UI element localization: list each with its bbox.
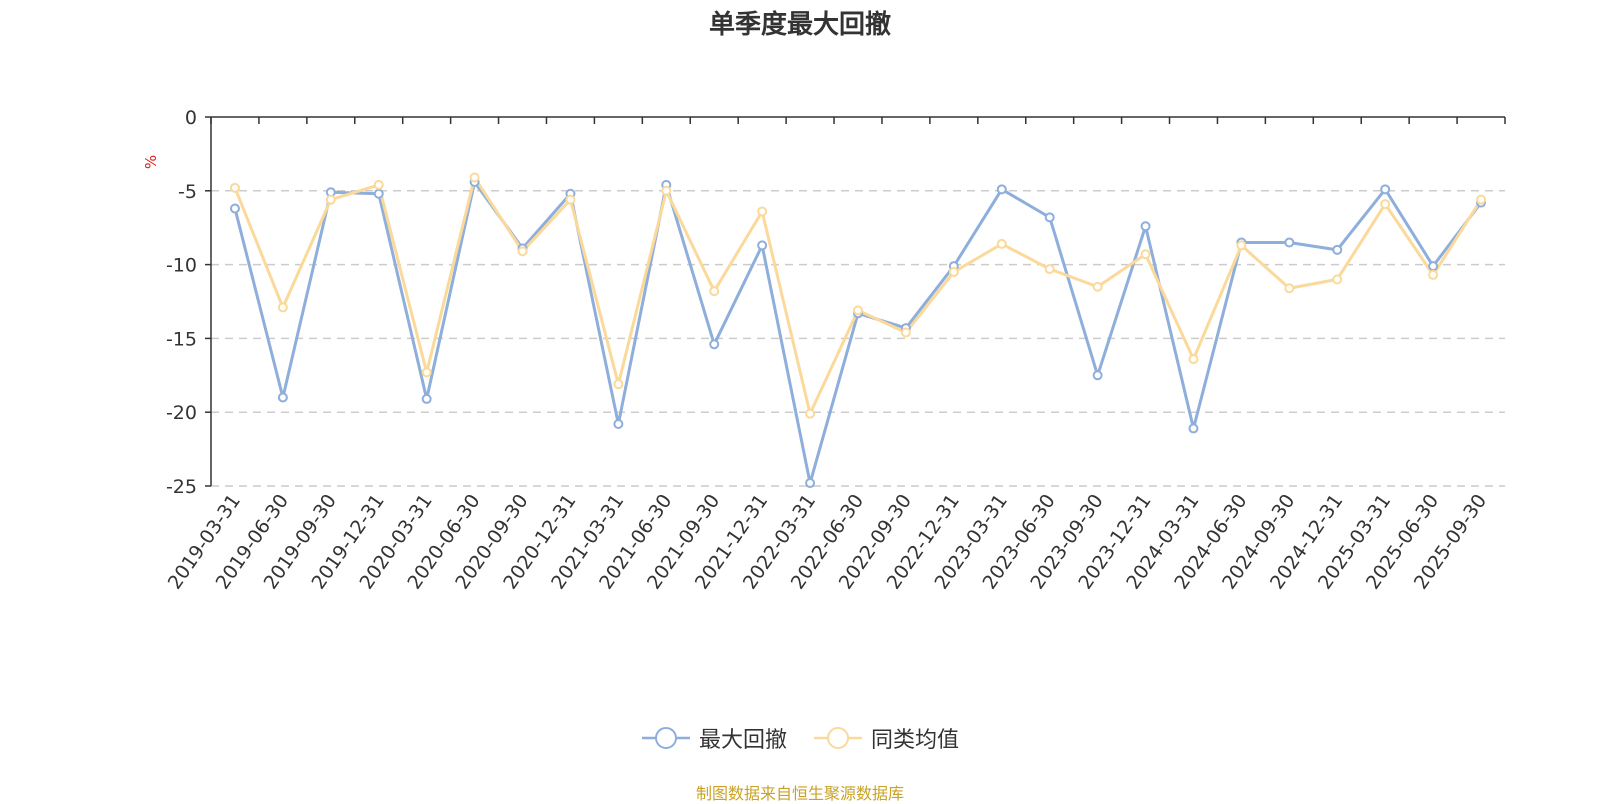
data-point-series-1: [277, 392, 288, 403]
data-point-series-1: [1188, 423, 1199, 434]
grid-lines: [211, 190, 1505, 487]
data-point-series-2: [853, 305, 863, 316]
legend-item-1[interactable]: 最大回撤: [641, 722, 787, 754]
data-point-series-2: [469, 172, 480, 183]
data-point-series-2: [709, 286, 720, 297]
data-point-series-2: [1428, 269, 1439, 280]
legend-line-marker-icon: [814, 727, 862, 749]
data-point-series-2: [1380, 199, 1391, 210]
y-tick-label: -10: [166, 255, 197, 277]
data-point-series-1: [1044, 212, 1055, 223]
data-point-series-1: [1092, 370, 1103, 381]
data-point-series-1: [421, 393, 432, 404]
data-point-series-2: [1140, 249, 1151, 260]
data-point-series-2: [1476, 194, 1487, 205]
data-point-series-2: [421, 367, 432, 378]
legend: 最大回撤 同类均值: [0, 722, 1600, 754]
y-tick-label: 0: [185, 107, 197, 129]
series-line-1: [233, 180, 1483, 485]
legend-line-marker-icon: [641, 727, 690, 749]
y-tick-label: -5: [178, 181, 197, 203]
data-point-series-2: [517, 246, 528, 257]
y-tick-label: -25: [166, 476, 197, 498]
data-point-series-1: [229, 203, 240, 214]
data-point-series-2: [613, 379, 624, 390]
data-point-series-2: [661, 185, 672, 196]
data-point-series-2: [1236, 240, 1247, 251]
data-point-series-2: [1188, 354, 1199, 365]
data-point-series-2: [996, 238, 1007, 249]
data-point-series-2: [565, 194, 576, 205]
data-point-series-2: [373, 179, 384, 190]
data-point-series-1: [757, 240, 768, 251]
y-tick-label: -15: [166, 328, 197, 350]
axes: 0-5-10-15-20-252019-03-312019-06-302019-…: [164, 107, 1506, 593]
data-point-series-2: [805, 408, 816, 419]
data-point-series-2: [757, 206, 768, 217]
data-points: [229, 172, 1487, 489]
data-point-series-2: [325, 194, 336, 205]
data-point-series-1: [613, 419, 624, 430]
data-point-series-1: [805, 478, 816, 489]
y-tick-label: -20: [166, 402, 197, 424]
legend-label: 最大回撤: [698, 728, 787, 753]
line-chart: 0-5-10-15-20-252019-03-312019-06-302019-…: [142, 107, 1506, 593]
y-axis-unit-label: %: [142, 155, 160, 169]
data-point-series-2: [277, 302, 288, 313]
data-point-series-2: [1092, 281, 1103, 292]
legend-label: 同类均值: [871, 728, 960, 753]
series-lines: [233, 176, 1483, 485]
chart-title: 单季度最大回撤: [708, 10, 891, 40]
data-point-series-1: [1428, 261, 1439, 272]
data-point-series-1: [1284, 237, 1295, 248]
data-point-series-2: [1332, 274, 1343, 285]
data-point-series-2: [900, 327, 911, 338]
data-point-series-1: [1332, 244, 1343, 255]
data-point-series-2: [229, 182, 240, 193]
data-point-series-1: [373, 188, 384, 199]
data-point-series-1: [1140, 221, 1151, 232]
data-point-series-2: [948, 266, 959, 277]
data-point-series-2: [1284, 283, 1295, 294]
data-point-series-1: [996, 184, 1007, 195]
source-note: 制图数据来自恒生聚源数据库: [695, 784, 904, 803]
legend-item-2[interactable]: 同类均值: [813, 722, 959, 754]
data-point-series-1: [709, 339, 720, 350]
data-point-series-2: [1044, 264, 1055, 275]
data-point-series-1: [1380, 184, 1391, 195]
